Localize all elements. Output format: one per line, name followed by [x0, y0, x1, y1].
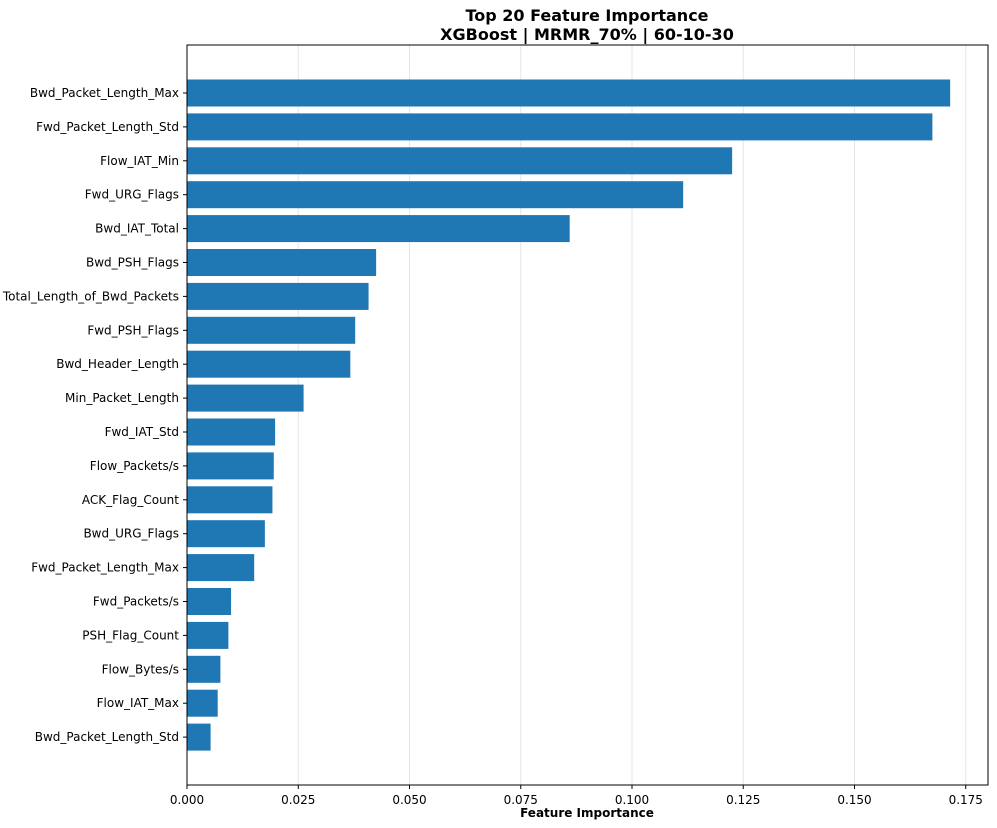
bar	[187, 554, 255, 582]
y-tick-label: Bwd_IAT_Total	[95, 222, 179, 236]
y-tick-label: Bwd_Header_Length	[56, 357, 179, 371]
x-tick-label: 0.100	[615, 793, 649, 807]
plot-frame	[186, 44, 989, 786]
chart-title-line1: Top 20 Feature Importance	[465, 6, 708, 25]
x-tick-label: 0.150	[837, 793, 871, 807]
x-axis-label: Feature Importance	[520, 806, 654, 820]
y-tick-label: Flow_Packets/s	[90, 459, 179, 473]
bar	[187, 520, 265, 548]
bar	[187, 350, 351, 378]
bar	[187, 79, 951, 107]
y-tick-label: Fwd_Packet_Length_Std	[36, 120, 179, 134]
x-tick-label: 0.050	[392, 793, 426, 807]
x-tick-label: 0.175	[949, 793, 983, 807]
y-tick-label: Bwd_URG_Flags	[83, 527, 179, 541]
y-tick-label: Flow_IAT_Min	[100, 154, 179, 168]
bar	[187, 147, 733, 175]
y-tick-label: Min_Packet_Length	[65, 391, 179, 405]
y-axis: Bwd_Packet_Length_Max Fwd_Packet_Length_S…	[2, 86, 187, 744]
y-tick-label: ACK_Flag_Count	[82, 493, 179, 507]
bar	[187, 384, 304, 412]
bar	[187, 655, 221, 683]
y-tick-label: Bwd_PSH_Flags	[86, 256, 179, 270]
y-tick-label: Flow_Bytes/s	[102, 662, 179, 676]
bar	[187, 486, 273, 514]
bar	[187, 249, 377, 276]
bar	[187, 723, 211, 751]
y-tick-label: Fwd_PSH_Flags	[87, 323, 179, 337]
bar	[187, 418, 276, 446]
bar	[187, 215, 570, 243]
bar	[187, 452, 274, 480]
x-axis: 0.000 0.025 0.050 0.075 0.100 0.125 0.150 0.175	[170, 785, 983, 807]
y-tick-label: Total_Length_of_Bwd_Packets	[2, 289, 179, 303]
x-tick-label: 0.125	[726, 793, 760, 807]
x-tick-label: 0.025	[281, 793, 315, 807]
y-tick-label: Fwd_Packets/s	[93, 595, 179, 609]
y-tick-label: Fwd_IAT_Std	[105, 425, 179, 439]
chart-title-line2: XGBoost | MRMR_70% | 60-10-30	[440, 25, 734, 45]
y-tick-label: Fwd_Packet_Length_Max	[31, 561, 179, 575]
y-tick-label: Flow_IAT_Max	[97, 696, 179, 710]
y-tick-label: Bwd_Packet_Length_Max	[30, 86, 179, 100]
x-tick-label: 0.000	[170, 793, 204, 807]
bar	[187, 282, 369, 310]
bars-layer	[187, 79, 951, 751]
y-tick-label: Fwd_URG_Flags	[85, 188, 179, 202]
x-tick-label: 0.075	[504, 793, 538, 807]
y-tick-label: PSH_Flag_Count	[82, 628, 179, 642]
bar	[187, 316, 356, 344]
bar	[187, 588, 232, 615]
bar	[187, 621, 229, 649]
bar	[187, 181, 684, 209]
bar	[187, 689, 218, 717]
bar	[187, 113, 933, 141]
y-tick-label: Bwd_Packet_Length_Std	[35, 730, 179, 744]
